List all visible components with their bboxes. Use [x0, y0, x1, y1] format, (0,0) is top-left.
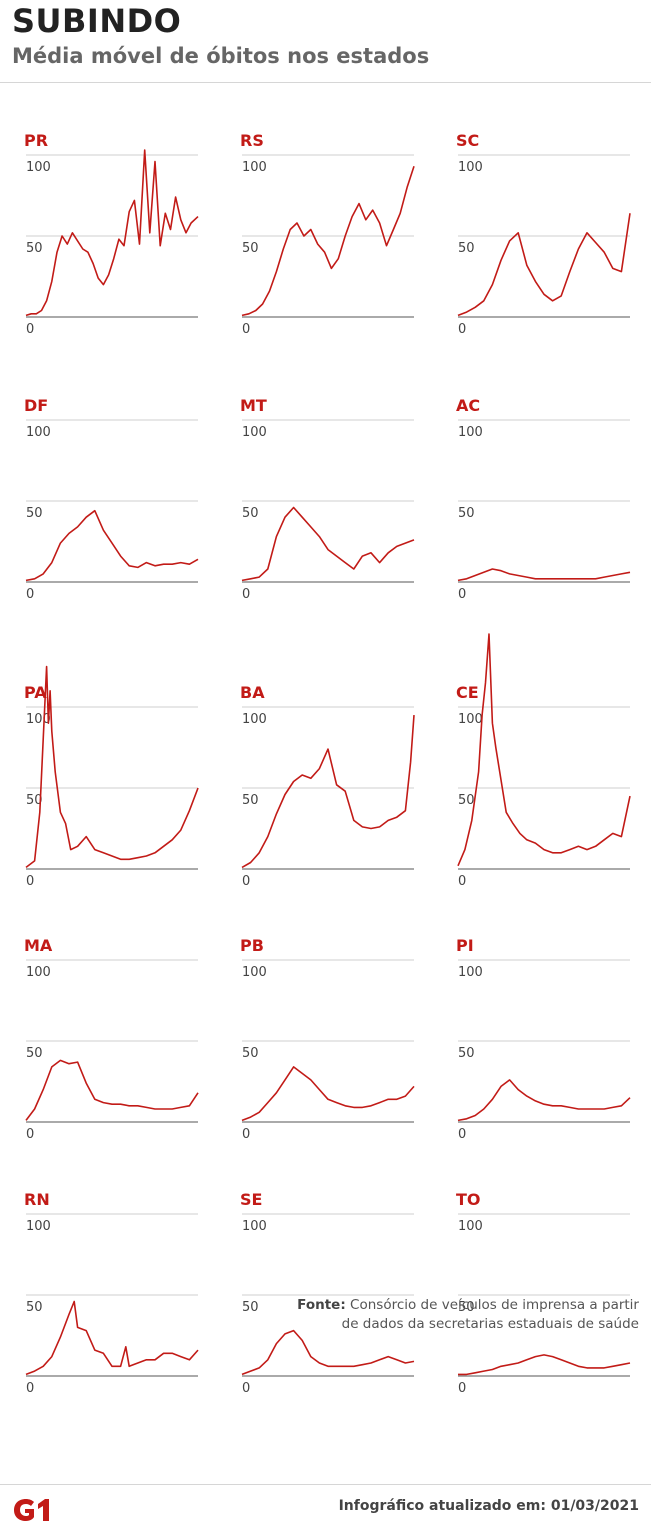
tick-label-ma-0: 0	[26, 1127, 34, 1142]
state-label-rn: RN	[24, 1190, 50, 1209]
series-line-pr	[25, 149, 199, 317]
tick-label-ce-50: 50	[458, 793, 475, 808]
updated-date: Infográfico atualizado em: 01/03/2021	[338, 1498, 639, 1514]
page-subtitle: Média móvel de óbitos nos estados	[12, 44, 430, 68]
series-line-pa	[25, 665, 199, 869]
series-line-ac	[457, 568, 631, 582]
tick-label-pi-100: 100	[458, 965, 483, 980]
tick-label-ma-50: 50	[26, 1046, 43, 1061]
tick-label-to-100: 100	[458, 1219, 483, 1234]
series-line-pb	[241, 1066, 415, 1122]
series-line-se	[241, 1329, 415, 1376]
tick-label-mt-50: 50	[242, 506, 259, 521]
tick-label-se-0: 0	[242, 1381, 250, 1396]
tick-label-pb-50: 50	[242, 1046, 259, 1061]
tick-label-to-50: 50	[458, 1300, 475, 1315]
tick-label-pr-100: 100	[26, 160, 51, 175]
tick-label-sc-0: 0	[458, 322, 466, 337]
tick-label-pa-50: 50	[26, 793, 43, 808]
tick-label-pa-100: 100	[26, 712, 51, 727]
state-label-pb: PB	[240, 936, 264, 955]
source-text-line1: Consórcio de veículos de imprensa a part…	[350, 1297, 639, 1313]
tick-label-ac-100: 100	[458, 425, 483, 440]
tick-label-df-50: 50	[26, 506, 43, 521]
state-label-pi: PI	[456, 936, 474, 955]
state-label-mt: MT	[240, 396, 267, 415]
series-line-ce	[457, 633, 631, 867]
state-label-ma: MA	[24, 936, 53, 955]
footer: Infográfico atualizado em: 01/03/2021	[0, 1486, 651, 1532]
tick-label-pa-0: 0	[26, 874, 34, 889]
tick-label-pi-50: 50	[458, 1046, 475, 1061]
state-label-df: DF	[24, 396, 48, 415]
state-label-ac: AC	[456, 396, 480, 415]
tick-label-pr-0: 0	[26, 322, 34, 337]
tick-label-rs-50: 50	[242, 241, 259, 256]
series-line-rs	[241, 166, 415, 317]
tick-label-rs-100: 100	[242, 160, 267, 175]
tick-label-rn-50: 50	[26, 1300, 43, 1315]
tick-label-ce-0: 0	[458, 874, 466, 889]
tick-label-se-100: 100	[242, 1219, 267, 1234]
state-label-rs: RS	[240, 131, 264, 150]
state-label-se: SE	[240, 1190, 262, 1209]
state-label-to: TO	[456, 1190, 481, 1209]
tick-label-pr-50: 50	[26, 241, 43, 256]
tick-label-to-0: 0	[458, 1381, 466, 1396]
state-label-pa: PA	[24, 683, 47, 702]
tick-label-df-100: 100	[26, 425, 51, 440]
g1-logo-icon	[14, 1499, 49, 1521]
tick-label-ac-0: 0	[458, 587, 466, 602]
footer-divider	[0, 1484, 651, 1485]
source-label: Fonte:	[297, 1297, 346, 1313]
tick-label-rs-0: 0	[242, 322, 250, 337]
series-line-df	[25, 509, 199, 582]
state-label-ce: CE	[456, 683, 479, 702]
tick-label-pb-100: 100	[242, 965, 267, 980]
series-line-rn	[25, 1300, 199, 1376]
series-line-mt	[241, 506, 415, 582]
series-line-to	[458, 1354, 631, 1376]
source-note: Fonte: Consórcio de veículos de imprensa…	[297, 1296, 639, 1334]
tick-label-se-50: 50	[242, 1300, 259, 1315]
tick-label-ba-100: 100	[242, 712, 267, 727]
tick-label-rn-0: 0	[26, 1381, 34, 1396]
tick-label-mt-0: 0	[242, 587, 250, 602]
tick-label-ac-50: 50	[458, 506, 475, 521]
state-label-pr: PR	[24, 131, 48, 150]
tick-label-pb-0: 0	[242, 1127, 250, 1142]
page-title: SUBINDO	[12, 2, 182, 40]
tick-label-mt-100: 100	[242, 425, 267, 440]
tick-label-sc-50: 50	[458, 241, 475, 256]
series-line-ba	[241, 715, 415, 869]
tick-label-ma-100: 100	[26, 965, 51, 980]
tick-label-rn-100: 100	[26, 1219, 51, 1234]
tick-label-sc-100: 100	[458, 160, 483, 175]
series-line-pi	[457, 1079, 631, 1122]
series-line-sc	[457, 213, 631, 317]
state-label-ba: BA	[240, 683, 265, 702]
source-text-line2: de dados da secretarias estaduais de saú…	[341, 1316, 639, 1332]
header-divider	[0, 82, 651, 83]
tick-label-pi-0: 0	[458, 1127, 466, 1142]
series-line-ma	[25, 1059, 199, 1121]
tick-label-ce-100: 100	[458, 712, 483, 727]
tick-label-ba-0: 0	[242, 874, 250, 889]
state-label-sc: SC	[456, 131, 479, 150]
tick-label-df-0: 0	[26, 587, 34, 602]
tick-label-ba-50: 50	[242, 793, 259, 808]
